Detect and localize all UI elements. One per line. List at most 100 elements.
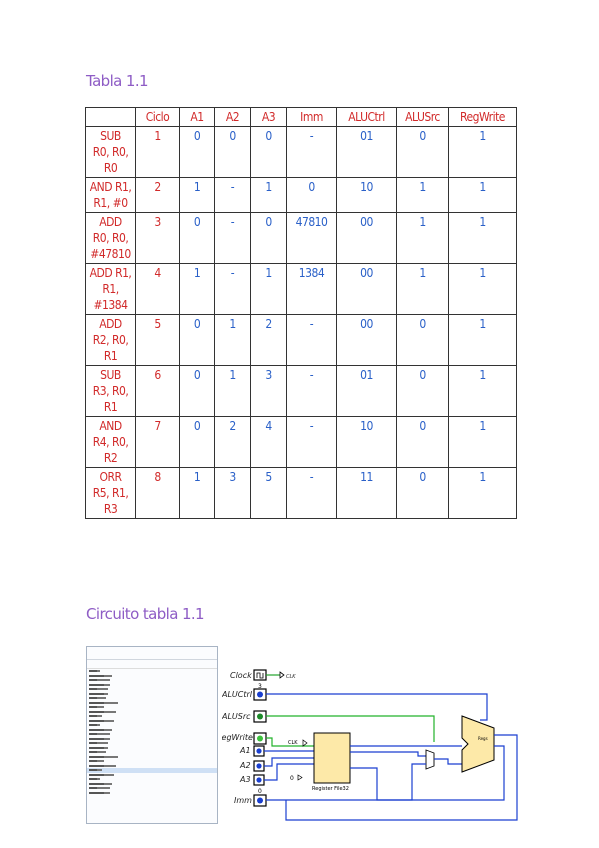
regwrite-cell: 1	[448, 314, 517, 366]
signal-row[interactable]	[87, 714, 217, 719]
signal-row[interactable]	[87, 692, 217, 697]
instruction-line: AND	[99, 419, 122, 433]
a1-cell: 1	[179, 467, 215, 519]
instruction-line: R1	[103, 400, 118, 414]
instruction-line: R1, #0	[93, 196, 128, 210]
clock-icon	[256, 672, 264, 679]
header-empty	[85, 107, 136, 127]
signal-row[interactable]	[87, 701, 217, 706]
header-a3: A3	[250, 107, 287, 127]
regwrite-cell: 1	[448, 212, 517, 264]
ciclo-cell: 8	[135, 467, 180, 519]
clk-tunnel-label: CLK	[286, 674, 296, 680]
aluctrl-cell: 10	[336, 177, 397, 213]
a2-cell: 3	[214, 467, 251, 519]
a3-cell: 0	[250, 126, 287, 178]
instruction-line: SUB	[100, 129, 121, 143]
signal-row[interactable]	[87, 782, 217, 787]
alusrc-cell: 0	[396, 314, 449, 366]
ciclo-cell: 4	[135, 263, 180, 315]
aluctrl-cell: 01	[336, 126, 397, 178]
regwrite-cell: 1	[448, 467, 517, 519]
signal-row[interactable]	[87, 723, 217, 728]
a2-label: A2	[239, 761, 251, 770]
signal-row[interactable]	[87, 764, 217, 769]
instruction-line: R0, R0,	[92, 145, 129, 159]
alusrc-cell: 0	[396, 365, 449, 417]
instruction-line: R5, R1,	[92, 486, 129, 500]
a2-cell: 1	[214, 314, 251, 366]
a1-cell: 0	[179, 416, 215, 468]
table-row: ADD R1, R1, #1384 4 1-1 1384 00 1 1	[85, 263, 517, 315]
aluctrl-label: ALUCtrl	[222, 690, 253, 699]
instruction-line: ADD	[99, 215, 122, 229]
instruction-line: R4, R0,	[92, 435, 129, 449]
a3-cell: 5	[250, 467, 287, 519]
instruction-line: SUB	[100, 368, 121, 382]
signal-row[interactable]	[87, 719, 217, 724]
aluctrl-cell: 00	[336, 212, 397, 264]
signal-row[interactable]	[87, 750, 217, 755]
alusrc-label: ALUSrc	[222, 712, 251, 721]
alu-label: Regs	[478, 736, 488, 741]
imm-label: Imm	[234, 796, 252, 805]
signal-panel-header	[87, 660, 217, 669]
a1-cell: 0	[179, 126, 215, 178]
header-a2: A2	[214, 107, 251, 127]
table-heading: Tabla 1.1	[86, 72, 149, 90]
a3-cell: 1	[250, 263, 287, 315]
signal-row[interactable]	[87, 687, 217, 692]
regwrite-label: RegWrite	[222, 733, 253, 742]
signal-row[interactable]	[87, 773, 217, 778]
signal-row[interactable]	[87, 669, 217, 674]
instruction-cell: AND R4, R0, R2	[85, 416, 136, 468]
alusrc-cell: 0	[396, 126, 449, 178]
regwrite-cell: 1	[448, 263, 517, 315]
table-row: AND R1, R1, #0 2 1-1 0 10 1 1	[85, 177, 517, 213]
signal-panel[interactable]	[86, 646, 218, 824]
a1-cell: 1	[179, 177, 215, 213]
signal-row[interactable]	[87, 674, 217, 679]
instruction-cell: ADD R2, R0, R1	[85, 314, 136, 366]
alusrc-cell: 1	[396, 212, 449, 264]
signal-row[interactable]	[87, 705, 217, 710]
ciclo-cell: 1	[135, 126, 180, 178]
a3-cell: 0	[250, 212, 287, 264]
imm-cell: -	[286, 126, 337, 178]
signal-row[interactable]	[87, 728, 217, 733]
table-row: SUB R0, R0, R0 1 0 0 0-01 0 1	[85, 126, 517, 178]
signal-row[interactable]	[87, 746, 217, 751]
aluctrl-cell: 10	[336, 416, 397, 468]
clk-tunnel-icon	[279, 671, 285, 679]
signal-row[interactable]	[87, 741, 217, 746]
instruction-line: ADD	[99, 317, 122, 331]
alusrc-cell: 0	[396, 416, 449, 468]
imm-cell: -	[286, 314, 337, 366]
a3-cell: 4	[250, 416, 287, 468]
instruction-line: R2, R0,	[92, 333, 129, 347]
signal-row[interactable]	[87, 678, 217, 683]
aluctrl-cell: 00	[336, 263, 397, 315]
aluctrl-cell: 00	[336, 314, 397, 366]
signal-row[interactable]	[87, 759, 217, 764]
table-row: SUB R3, R0, R1 6 0 1 3-01 0 1	[85, 365, 517, 417]
header-a1: A1	[179, 107, 215, 127]
signal-row[interactable]	[87, 777, 217, 782]
imm-cell: 47810	[286, 212, 337, 264]
signal-row[interactable]	[87, 696, 217, 701]
instruction-cell: SUB R0, R0, R0	[85, 126, 136, 178]
signal-row[interactable]	[87, 683, 217, 688]
signal-row[interactable]	[87, 755, 217, 760]
a3-value: 0	[290, 775, 294, 782]
signal-row[interactable]	[87, 791, 217, 796]
signal-row[interactable]	[87, 710, 217, 715]
signal-row[interactable]	[87, 732, 217, 737]
instruction-line: R3	[103, 502, 118, 516]
signal-row[interactable]	[87, 737, 217, 742]
regwrite-cell: 1	[448, 365, 517, 417]
header-imm: Imm	[286, 107, 337, 127]
signal-row[interactable]	[87, 768, 217, 773]
register-file-label: Register File32	[312, 786, 349, 792]
signal-row[interactable]	[87, 786, 217, 791]
a1-cell: 0	[179, 314, 215, 366]
